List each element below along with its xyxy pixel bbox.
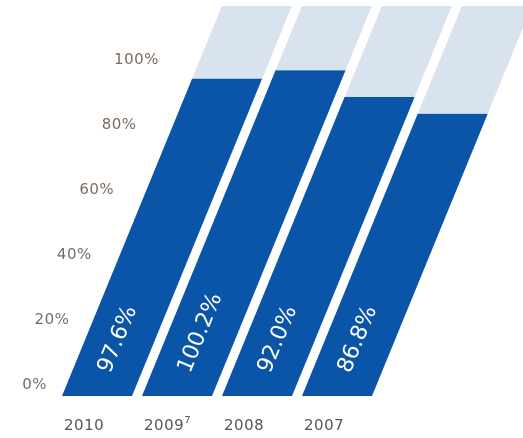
bars — [62, 70, 488, 397]
tick-label-40: 40% — [57, 245, 92, 263]
bar-2009 — [142, 70, 346, 396]
category-label-2010: 2010 — [64, 416, 104, 434]
bar-2008 — [222, 97, 415, 396]
tick-label-100: 100% — [114, 50, 159, 68]
tick-label-80: 80% — [102, 115, 137, 133]
tick-label-20: 20% — [35, 310, 70, 328]
category-label-2009: 20097 — [144, 415, 191, 434]
bar-2007 — [302, 113, 488, 397]
bar-2010 — [62, 78, 263, 397]
y-axis-ticks: 0% 20% 40% 60% 80% 100% 120% — [22, 0, 181, 393]
x-axis-categories: 2010 20097 2008 2007 — [64, 415, 344, 434]
tick-label-120: 120% — [136, 0, 181, 3]
tick-label-0: 0% — [22, 375, 47, 393]
category-label-2007: 2007 — [304, 416, 344, 434]
tick-label-60: 60% — [79, 180, 114, 198]
category-label-2008: 2008 — [224, 416, 264, 434]
